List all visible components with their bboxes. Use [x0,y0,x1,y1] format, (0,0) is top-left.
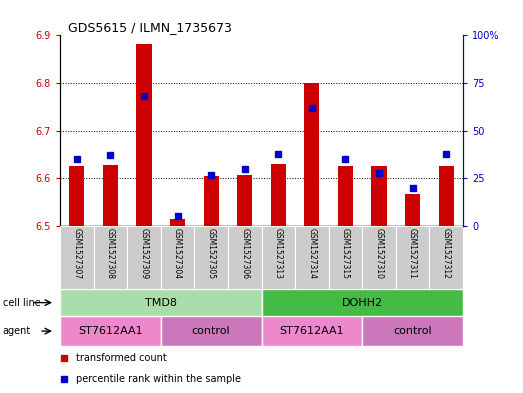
Bar [127,226,161,289]
Text: GSM1527313: GSM1527313 [274,228,283,279]
Bar [237,174,252,226]
Text: ST7612AA1: ST7612AA1 [279,326,344,336]
Bar [195,226,228,289]
Bar [70,166,85,226]
Bar [429,226,463,289]
Bar [405,194,420,226]
Text: GSM1527312: GSM1527312 [441,228,451,279]
Text: transformed count: transformed count [76,353,167,363]
Text: percentile rank within the sample: percentile rank within the sample [76,374,241,384]
Text: control: control [393,326,432,336]
Bar [262,289,463,316]
Text: GSM1527310: GSM1527310 [374,228,383,279]
Bar [338,166,353,226]
Bar [371,166,386,226]
Text: GSM1527315: GSM1527315 [341,228,350,279]
Text: GSM1527305: GSM1527305 [207,228,215,279]
Bar [103,165,118,226]
Bar [60,226,94,289]
Bar [161,226,195,289]
Bar [271,164,286,226]
Text: GSM1527307: GSM1527307 [72,228,82,279]
Bar [228,226,262,289]
Bar [170,219,185,226]
Text: GSM1527311: GSM1527311 [408,228,417,279]
Bar [137,44,152,226]
Text: control: control [192,326,231,336]
Bar [161,316,262,346]
Text: GDS5615 / ILMN_1735673: GDS5615 / ILMN_1735673 [68,21,232,34]
Bar [304,83,320,226]
Text: GSM1527304: GSM1527304 [173,228,182,279]
Bar [438,166,453,226]
Text: DOHH2: DOHH2 [342,298,383,308]
Text: TMD8: TMD8 [145,298,177,308]
Bar [60,316,161,346]
Text: GSM1527306: GSM1527306 [240,228,249,279]
Bar [262,316,362,346]
Bar [262,226,295,289]
Bar [362,226,396,289]
Text: agent: agent [3,326,31,336]
Bar [362,316,463,346]
Text: GSM1527308: GSM1527308 [106,228,115,279]
Bar [94,226,127,289]
Text: GSM1527314: GSM1527314 [308,228,316,279]
Bar [203,176,219,226]
Bar [60,289,262,316]
Text: ST7612AA1: ST7612AA1 [78,326,143,336]
Bar [396,226,429,289]
Bar [328,226,362,289]
Text: cell line: cell line [3,298,40,308]
Bar [295,226,328,289]
Text: GSM1527309: GSM1527309 [140,228,149,279]
